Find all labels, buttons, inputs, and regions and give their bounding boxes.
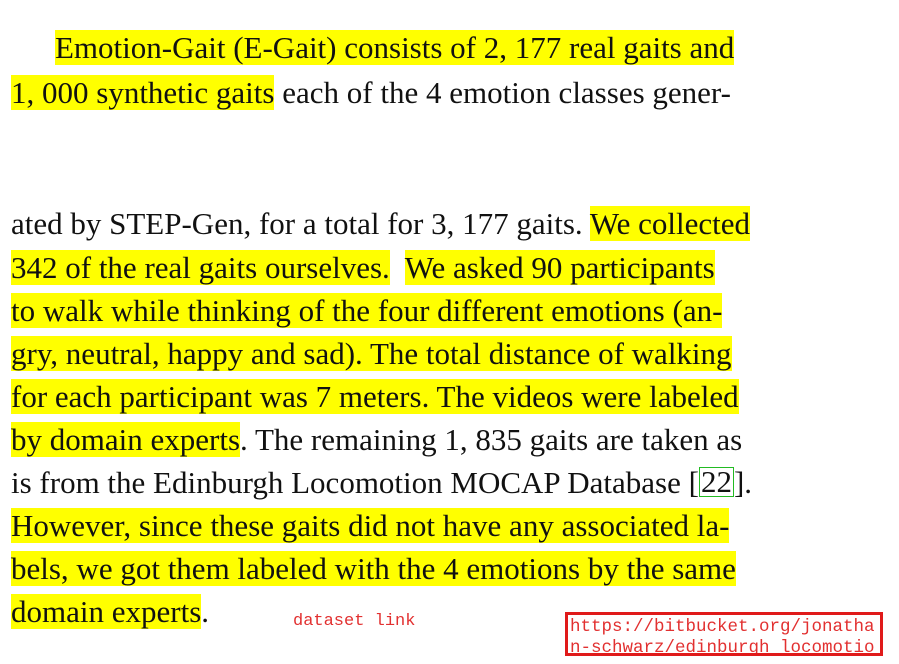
plain-text: . The remaining 1, 835 gaits are taken a…	[240, 422, 743, 457]
text-line-7: for each participant was 7 meters. The v…	[11, 376, 739, 418]
text-line-11: bels, we got them labeled with the 4 emo…	[11, 548, 736, 590]
text-line-2: 1, 000 synthetic gaits each of the 4 emo…	[11, 72, 731, 114]
text-line-10: However, since these gaits did not have …	[11, 505, 730, 547]
plain-text: .	[201, 594, 210, 629]
highlighted-text: for each participant was 7 meters. The v…	[11, 379, 739, 414]
highlighted-text: by domain experts	[11, 422, 241, 457]
highlighted-text: 1, 000 synthetic gaits	[11, 75, 275, 110]
text-line-4: 342 of the real gaits ourselves. We aske…	[11, 247, 715, 289]
text-line-3: ated by STEP-Gen, for a total for 3, 177…	[11, 203, 751, 245]
annotation-url[interactable]: https://bitbucket.org/jonathan-schwarz/e…	[570, 617, 875, 656]
highlighted-text: We asked 90 participants	[404, 250, 715, 285]
text-line-12: domain experts.	[11, 591, 209, 633]
annotation-link-box[interactable]: https://bitbucket.org/jonathan-schwarz/e…	[565, 612, 883, 656]
citation-link[interactable]: 22	[698, 464, 734, 499]
text-line-1: Emotion-Gait (E-Gait) consists of 2, 177…	[55, 27, 735, 69]
highlighted-text: bels, we got them labeled with the 4 emo…	[11, 551, 736, 586]
plain-text: ].	[733, 465, 753, 500]
text-line-6: gry, neutral, happy and sad). The total …	[11, 333, 732, 375]
text-line-5: to walk while thinking of the four diffe…	[11, 290, 723, 332]
highlighted-text: 342 of the real gaits ourselves.	[11, 250, 390, 285]
annotation-label: dataset link	[293, 612, 416, 631]
highlighted-text: Emotion-Gait (E-Gait) consists of 2, 177…	[55, 30, 735, 65]
text-line-9: is from the Edinburgh Locomotion MOCAP D…	[11, 462, 752, 504]
plain-gap	[390, 250, 405, 285]
plain-text: ated by STEP-Gen, for a total for 3, 177…	[11, 206, 590, 241]
highlighted-text: domain experts	[11, 594, 202, 629]
plain-text: is from the Edinburgh Locomotion MOCAP D…	[11, 465, 699, 500]
highlighted-text: to walk while thinking of the four diffe…	[11, 293, 723, 328]
plain-text: each of the 4 emotion classes gener-	[274, 75, 731, 110]
text-line-8: by domain experts. The remaining 1, 835 …	[11, 419, 742, 461]
highlighted-text: gry, neutral, happy and sad). The total …	[11, 336, 732, 371]
highlighted-text: We collected	[589, 206, 751, 241]
highlighted-text: However, since these gaits did not have …	[11, 508, 730, 543]
